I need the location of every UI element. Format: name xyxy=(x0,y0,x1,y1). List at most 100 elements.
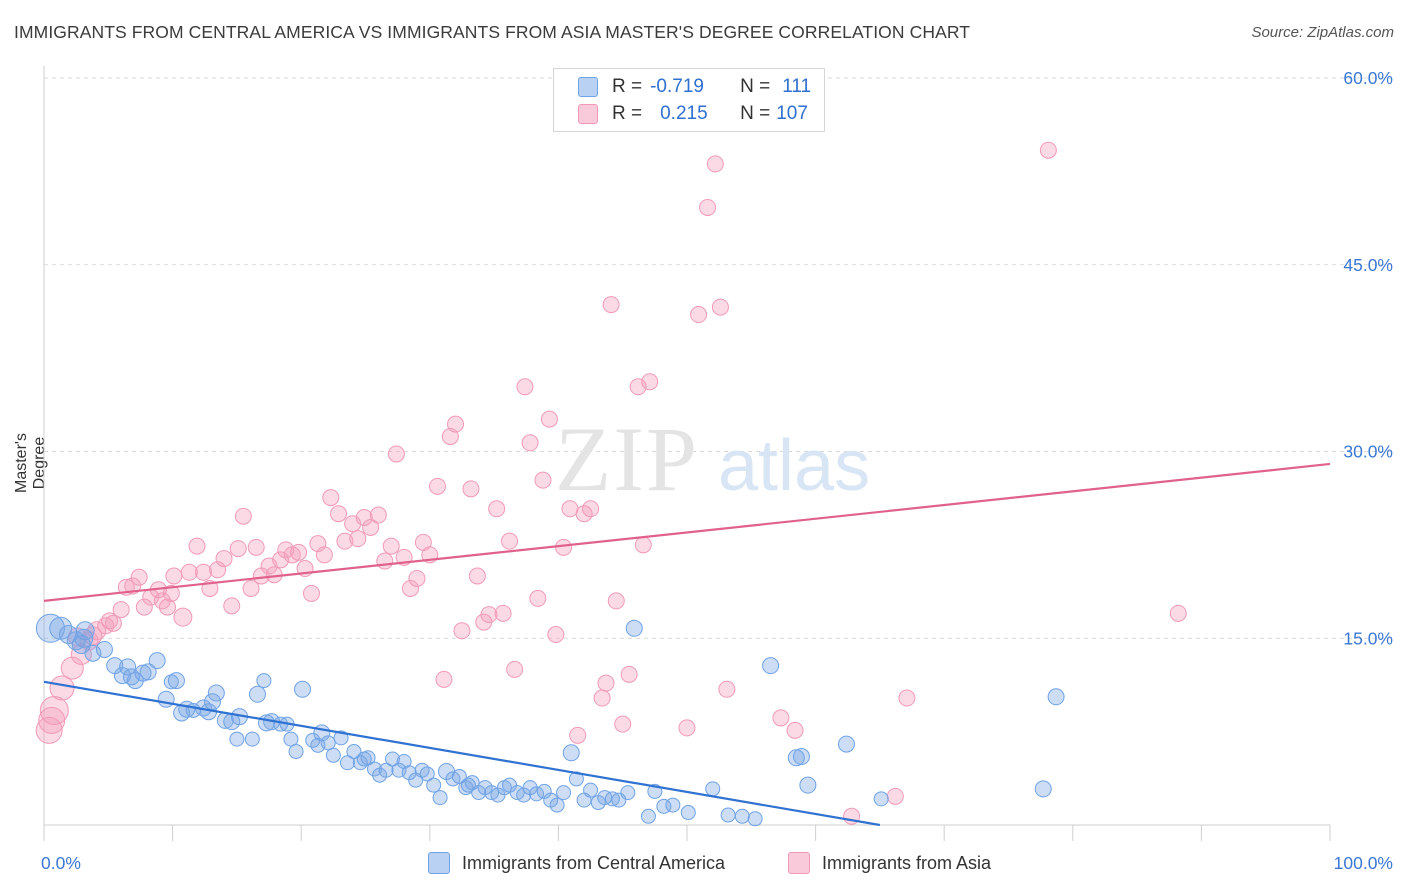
data-point-central-america xyxy=(502,777,518,793)
y-tick-label: 15.0% xyxy=(1343,628,1393,648)
n-value: 107 xyxy=(776,103,808,124)
data-point-asia xyxy=(242,579,260,597)
data-point-asia xyxy=(494,604,512,622)
y-tick-label: 30.0% xyxy=(1343,442,1393,462)
legend-label-central-america: Immigrants from Central America xyxy=(462,852,726,873)
n-label: N = xyxy=(740,76,771,97)
data-point-central-america xyxy=(288,744,304,760)
data-point-asia xyxy=(180,563,198,581)
data-point-central-america xyxy=(167,672,185,690)
data-point-asia xyxy=(302,584,320,602)
data-point-central-america xyxy=(792,748,810,766)
data-point-central-america xyxy=(720,807,736,823)
data-point-asia xyxy=(1039,141,1057,159)
trend-line-central-america xyxy=(43,680,881,827)
data-point-asia xyxy=(382,537,400,555)
data-point-asia xyxy=(886,787,904,805)
data-point-central-america xyxy=(1034,780,1052,798)
swatch-asia xyxy=(578,104,598,124)
data-point-central-america xyxy=(1047,688,1065,706)
x-tick-label: 0.0% xyxy=(41,853,81,873)
data-point-asia xyxy=(521,434,539,452)
data-point-central-america xyxy=(283,731,299,747)
data-point-asia xyxy=(38,706,66,734)
watermark-zip: ZIP xyxy=(555,408,699,510)
data-point-asia xyxy=(322,489,340,507)
data-point-asia xyxy=(699,198,717,216)
data-point-asia xyxy=(582,500,600,518)
data-point-asia xyxy=(506,660,524,678)
y-tick-label: 45.0% xyxy=(1343,255,1393,275)
data-point-asia xyxy=(516,378,534,396)
n-value: 111 xyxy=(782,76,812,97)
data-point-asia xyxy=(162,584,180,602)
stats-row-central-america: R = -0.719 N = 111 xyxy=(578,74,811,100)
data-point-asia xyxy=(376,552,394,570)
data-point-asia xyxy=(135,598,153,616)
series-legend: Immigrants from Central America Immigran… xyxy=(0,852,1406,878)
r-label: R = xyxy=(612,76,643,97)
data-point-central-america xyxy=(460,777,476,793)
swatch-central-america xyxy=(578,77,598,97)
data-point-asia xyxy=(597,674,615,692)
data-point-asia xyxy=(555,538,573,556)
data-point-central-america xyxy=(583,782,599,798)
data-point-central-america xyxy=(157,690,175,708)
data-point-central-america xyxy=(620,785,636,801)
data-point-asia xyxy=(49,675,75,701)
data-point-asia xyxy=(614,715,632,733)
data-point-central-america xyxy=(71,634,91,654)
data-point-central-america xyxy=(346,744,362,760)
legend-item-asia[interactable]: Immigrants from Asia xyxy=(788,852,991,874)
data-point-central-america xyxy=(248,685,266,703)
data-point-central-america xyxy=(625,619,643,637)
data-point-asia xyxy=(569,726,587,744)
series-central-america-points xyxy=(35,613,1065,827)
data-point-asia xyxy=(786,721,804,739)
data-point-asia xyxy=(369,506,387,524)
data-point-central-america xyxy=(378,762,394,778)
data-point-central-america xyxy=(419,766,435,782)
trend-lines xyxy=(43,462,1331,827)
data-point-asia xyxy=(529,589,547,607)
data-point-asia xyxy=(194,563,212,581)
legend-item-central-america[interactable]: Immigrants from Central America xyxy=(428,852,725,874)
data-point-central-america xyxy=(640,808,656,824)
data-point-central-america xyxy=(385,751,401,767)
data-point-asia xyxy=(223,597,241,615)
data-point-asia xyxy=(898,689,916,707)
data-point-central-america xyxy=(762,657,780,675)
data-point-central-america xyxy=(680,805,696,821)
data-point-asia xyxy=(402,579,420,597)
data-point-central-america xyxy=(426,777,442,793)
data-point-asia xyxy=(349,530,367,548)
data-point-central-america xyxy=(113,667,131,685)
data-point-central-america xyxy=(873,791,889,807)
data-point-asia xyxy=(290,543,308,561)
data-point-asia xyxy=(362,518,380,536)
data-point-central-america xyxy=(148,652,166,670)
data-point-central-america xyxy=(119,658,137,676)
chart-title: IMMIGRANTS FROM CENTRAL AMERICA VS IMMIG… xyxy=(14,22,971,42)
data-point-asia xyxy=(441,428,459,446)
data-point-asia xyxy=(336,532,354,550)
stats-legend: R = -0.719 N = 111 R = 0.215 N = 107 xyxy=(553,68,825,132)
data-point-asia xyxy=(355,508,373,526)
data-point-central-america xyxy=(257,714,275,732)
data-point-asia xyxy=(101,612,119,630)
data-point-central-america xyxy=(229,731,245,747)
data-point-asia xyxy=(447,415,465,433)
data-point-central-america xyxy=(325,747,341,763)
data-point-central-america xyxy=(178,700,196,718)
data-point-central-america xyxy=(122,668,140,686)
data-point-central-america xyxy=(705,781,721,797)
data-point-asia xyxy=(690,306,708,324)
data-point-asia xyxy=(234,507,252,525)
data-point-asia xyxy=(165,567,183,585)
data-point-central-america xyxy=(597,790,613,806)
swatch-asia xyxy=(788,852,810,874)
data-point-central-america xyxy=(310,737,326,753)
data-point-asia xyxy=(435,670,453,688)
data-point-central-america xyxy=(432,790,448,806)
